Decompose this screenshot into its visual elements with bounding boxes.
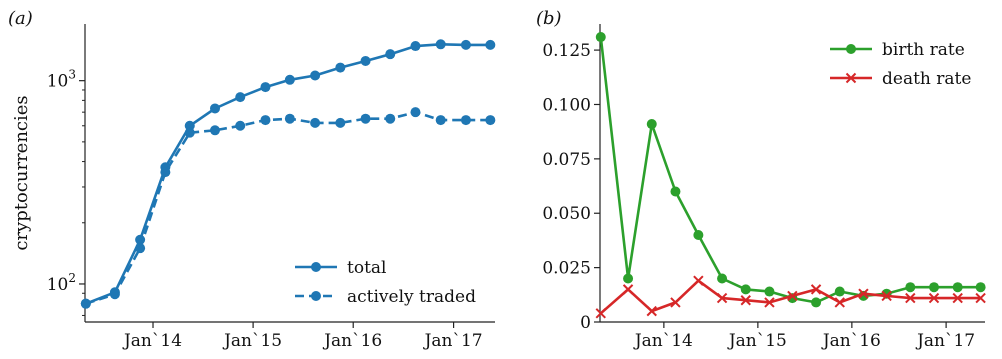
legend-marker: [311, 291, 321, 301]
data-point: [209, 103, 220, 114]
panel-a-label: (a): [8, 8, 33, 29]
data-point: [905, 282, 916, 293]
data-point-x: [834, 297, 845, 308]
data-point: [80, 298, 91, 309]
data-point: [260, 115, 271, 126]
data-point: [284, 113, 295, 124]
data-point-x: [693, 275, 704, 286]
data-point: [109, 289, 120, 300]
data-point: [260, 82, 271, 93]
x-tick-label: Jan`17: [915, 331, 975, 351]
data-point: [740, 284, 751, 295]
y-tick-label: 0.100: [542, 95, 591, 115]
legend-label: actively traded: [347, 287, 476, 307]
data-point-x: [928, 292, 940, 304]
data-point: [834, 286, 845, 297]
data-point: [235, 92, 246, 103]
data-point: [485, 39, 496, 50]
legend-label: total: [347, 258, 386, 278]
data-point: [335, 62, 346, 73]
data-point: [360, 55, 371, 66]
data-point: [460, 39, 471, 50]
data-point: [764, 286, 775, 297]
data-point: [717, 273, 728, 284]
panel-a-chart: 102 103 Jan`14 Jan`15 Jan`16 Jan`17 cryptocurr…: [11, 24, 496, 351]
data-point: [929, 282, 940, 293]
y-tick-label: 0.075: [542, 150, 591, 170]
data-point: [410, 107, 421, 118]
data-point: [284, 74, 295, 85]
data-point: [623, 273, 634, 284]
data-point-x: [810, 284, 822, 295]
legend-marker: [311, 262, 321, 272]
data-point: [595, 32, 606, 43]
data-point-x: [905, 292, 916, 304]
data-point: [485, 115, 496, 126]
data-point: [135, 243, 146, 254]
y-axis-title: cryptocurrencies: [11, 95, 32, 250]
panel-b-label: (b): [536, 8, 562, 29]
data-point: [460, 115, 471, 126]
data-point-x: [716, 292, 728, 304]
data-point-x: [952, 292, 963, 304]
x-tick-label: Jan`14: [633, 331, 693, 351]
data-point: [385, 113, 396, 124]
data-point: [952, 282, 963, 293]
data-point-x: [858, 288, 869, 299]
data-point: [310, 117, 321, 128]
data-point: [335, 117, 346, 128]
data-point: [811, 297, 822, 308]
x-tick-label: Jan`15: [222, 331, 282, 351]
y-tick-label: 103: [47, 68, 76, 92]
data-point-x: [764, 297, 775, 308]
data-point-x: [975, 292, 986, 304]
data-point: [435, 115, 446, 126]
data-point: [646, 119, 657, 130]
data-point: [160, 167, 171, 178]
data-point-x: [740, 295, 751, 306]
y-tick-label: 0.050: [542, 204, 591, 224]
data-point: [184, 120, 195, 131]
x-tick-label: Jan`14: [122, 331, 182, 351]
data-point: [209, 125, 220, 136]
data-point-x: [670, 297, 681, 308]
legend-marker: [845, 72, 857, 84]
data-point: [310, 70, 321, 81]
data-point: [360, 113, 371, 124]
x-tick-label: Jan`17: [423, 331, 483, 351]
y-tick-label: 102: [47, 271, 76, 295]
data-point: [410, 41, 421, 52]
data-point: [693, 229, 704, 240]
x-tick-label: Jan`16: [821, 331, 881, 351]
data-point-x: [622, 284, 634, 295]
data-point: [975, 282, 986, 293]
data-point-x: [787, 290, 798, 302]
y-tick-label: 0.125: [542, 41, 591, 61]
data-point: [385, 49, 396, 60]
data-point-x: [595, 308, 606, 319]
y-tick-label: 0: [580, 313, 591, 333]
x-tick-label: Jan`16: [322, 331, 382, 351]
data-point-x: [646, 305, 657, 317]
series-line-actively-traded: [85, 110, 491, 305]
panel-b-chart: 0 0.025 0.050 0.075 0.100 0.125 Jan`14 Jan`15 Ja…: [542, 24, 986, 351]
legend-label: death rate: [882, 69, 971, 89]
data-point: [435, 39, 446, 50]
y-tick-label: 0.025: [542, 259, 591, 279]
data-point: [184, 127, 195, 138]
data-point: [235, 120, 246, 131]
legend-label: birth rate: [882, 40, 965, 60]
data-point-x: [881, 290, 892, 302]
data-point: [670, 186, 681, 197]
legend-marker: [846, 44, 856, 54]
x-tick-label: Jan`15: [727, 331, 787, 351]
